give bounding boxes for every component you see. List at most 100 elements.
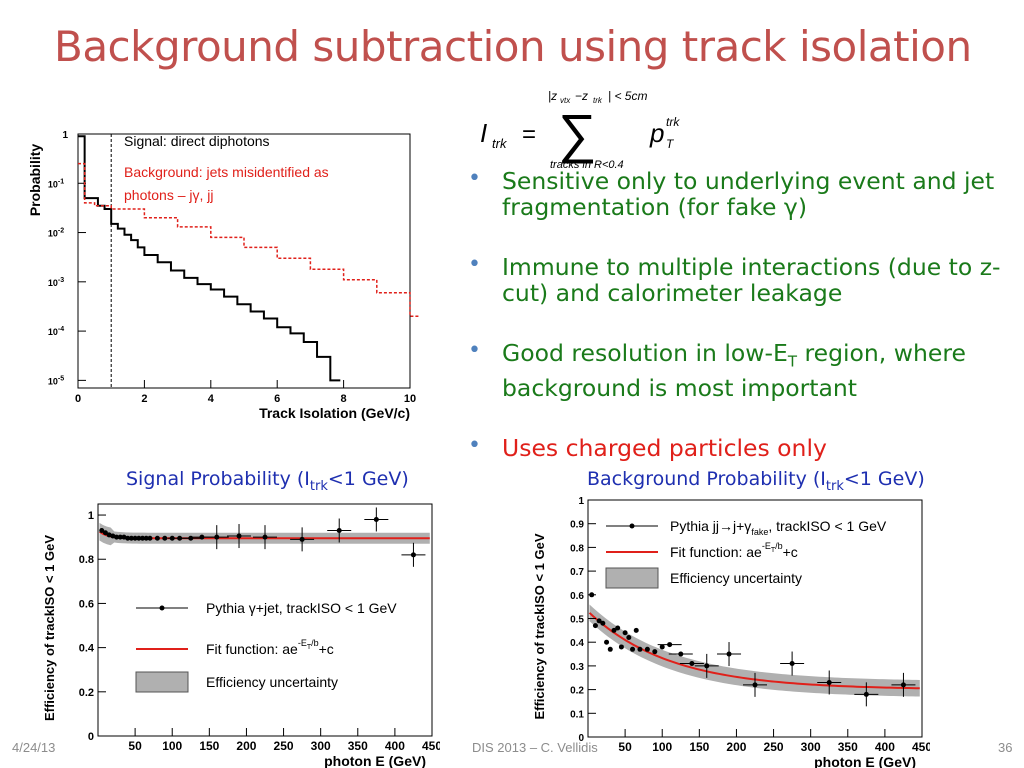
data-point [726, 651, 732, 657]
track-isolation-chart: 0 2 4 6 8 10 1 10-1 10-2 10-3 10-4 10-5 Track Isolat… [27, 130, 420, 421]
x-tick-label: 0 [75, 393, 81, 405]
y-tick-label: 0 [88, 731, 94, 743]
data-point [667, 642, 673, 648]
bullet-text-sub: T [787, 352, 798, 371]
background-caption: Background Probability (Itrk<1 GeV) [587, 468, 925, 494]
x-tick-label: 350 [838, 740, 858, 754]
x-tick-label: 450 [912, 740, 930, 754]
data-point [132, 535, 138, 541]
y-tick-label: 0.5 [570, 615, 584, 626]
data-point [615, 625, 621, 631]
data-point [99, 528, 105, 534]
y-tick-label: 0.4 [570, 638, 584, 649]
bullet-text: Immune to multiple interactions (due to … [502, 253, 1001, 307]
y-tick-label: 0.3 [570, 662, 584, 673]
bullet-text-post: region, where background is most importa… [502, 339, 966, 402]
x-tick-label: 350 [348, 739, 368, 753]
series-line [78, 135, 341, 382]
legend-entry: Pythia jj→j+γfake, trackISO < 1 GeV [670, 518, 887, 537]
formula-equals: = [522, 121, 536, 148]
x-tick-label: 300 [801, 740, 821, 754]
bullet-text: Sensitive only to underlying event and j… [502, 167, 995, 221]
x-tick-label: 400 [385, 739, 405, 753]
data-point [299, 536, 305, 542]
formula-upper-sub1: vtx [560, 96, 571, 105]
formula-lhs-sub: trk [492, 136, 508, 151]
legend-entry: Fit function: ae-ET/b+c [670, 541, 798, 560]
legend-entry: Background: jets misidentified as [124, 164, 329, 180]
y-tick-label: 1 [578, 496, 584, 507]
bullet-item: • Good resolution in low-ET region, wher… [466, 338, 1016, 402]
bullet-dot-icon: • [468, 338, 481, 363]
y-tick-label: 0.1 [570, 709, 584, 720]
formula-sum-sign: ∑ [558, 104, 597, 164]
y-tick-label: 10-4 [48, 326, 64, 337]
plot-frame [77, 133, 411, 389]
data-point [900, 682, 906, 688]
y-axis-label: Efficiency of trackISO < 1 GeV [532, 533, 547, 719]
data-point [622, 630, 628, 636]
legend-marker-point [159, 605, 165, 611]
data-point [752, 682, 758, 688]
data-point [188, 535, 194, 541]
data-point [136, 535, 142, 541]
data-point [652, 649, 658, 655]
x-axis-label: photon E (GeV) [814, 754, 916, 768]
x-tick-label: 4 [208, 393, 215, 405]
data-point [704, 663, 710, 669]
x-tick-label: 450 [422, 739, 440, 753]
legend-band-swatch [135, 671, 189, 693]
y-tick-label: 10-3 [48, 277, 64, 288]
bullet-list: • Sensitive only to underlying event and… [466, 166, 1016, 495]
data-point [199, 534, 205, 540]
formula-upper-sub2: trk [593, 96, 603, 105]
y-tick-label: 0.6 [570, 591, 584, 602]
y-tick-label: 10-1 [48, 178, 64, 189]
legend-marker-point [629, 523, 635, 529]
formula-term-sub: T [666, 137, 675, 151]
data-point [147, 535, 153, 541]
caption-sub: trk [825, 478, 844, 494]
y-tick-label: 0.8 [79, 554, 94, 566]
x-tick-label: 200 [726, 740, 746, 754]
formula-term-sup: trk [666, 115, 680, 129]
data-point [689, 661, 695, 667]
x-tick-label: 100 [162, 739, 182, 753]
legend-entry: Fit function: ae-ET/b+c [206, 638, 334, 657]
caption-pre: Signal Probability (I [126, 468, 310, 490]
data-point [644, 646, 650, 652]
x-tick-label: 400 [875, 740, 895, 754]
x-tick-label: 8 [341, 393, 347, 405]
data-point [336, 528, 342, 534]
signal-caption: Signal Probability (Itrk<1 GeV) [126, 468, 409, 494]
data-point [373, 516, 379, 522]
data-point [102, 530, 108, 536]
data-point [600, 620, 606, 626]
x-tick-label: 100 [652, 740, 672, 754]
bullet-item: • Immune to multiple interactions (due t… [466, 252, 1016, 307]
bullet-dot-icon: • [468, 432, 481, 458]
data-point [128, 535, 134, 541]
data-point [618, 644, 624, 650]
y-tick-label: 0 [578, 733, 584, 744]
y-tick-label: 0.9 [570, 520, 584, 531]
data-point [117, 534, 123, 540]
y-tick-label: 10-5 [48, 375, 64, 386]
y-tick-label: 0.7 [570, 567, 584, 578]
data-point [236, 533, 242, 539]
x-tick-label: 250 [274, 739, 294, 753]
x-tick-label: 200 [236, 739, 256, 753]
data-point [611, 627, 617, 633]
x-axis-label: Track Isolation (GeV/c) [259, 405, 410, 421]
bullet-item: • Sensitive only to underlying event and… [466, 166, 1016, 221]
data-point [604, 639, 610, 645]
signal-efficiency-chart: 50 100 150 200 250 300 350 400 450 0 0.2 0.4 0.6 0.8 1… [42, 503, 440, 768]
y-tick-label: 1 [62, 130, 68, 141]
caption-sub: trk [309, 478, 328, 494]
data-point [114, 534, 120, 540]
data-point [154, 535, 160, 541]
y-tick-label: 10-2 [48, 228, 64, 239]
legend-band-swatch [605, 567, 659, 589]
data-point [626, 634, 632, 640]
data-point [592, 623, 598, 629]
